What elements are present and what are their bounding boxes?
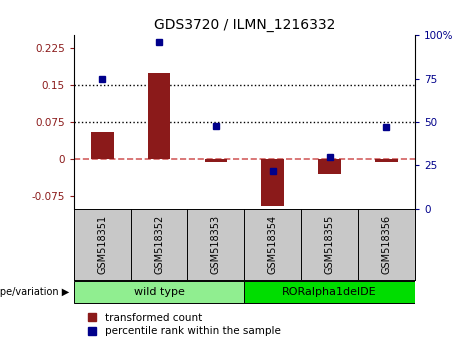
Text: GSM518354: GSM518354 xyxy=(268,215,278,274)
Text: RORalpha1delDE: RORalpha1delDE xyxy=(282,286,377,297)
Legend: transformed count, percentile rank within the sample: transformed count, percentile rank withi… xyxy=(88,313,281,336)
Bar xyxy=(148,73,171,159)
Bar xyxy=(375,159,398,162)
Text: GSM518351: GSM518351 xyxy=(97,215,107,274)
Bar xyxy=(91,132,113,159)
Bar xyxy=(261,159,284,206)
Text: genotype/variation ▶: genotype/variation ▶ xyxy=(0,287,69,297)
Bar xyxy=(244,281,415,303)
Text: wild type: wild type xyxy=(134,286,184,297)
Text: GSM518355: GSM518355 xyxy=(325,215,335,274)
Text: GSM518356: GSM518356 xyxy=(381,215,391,274)
Bar xyxy=(318,159,341,174)
Bar xyxy=(74,281,244,303)
Text: GSM518352: GSM518352 xyxy=(154,215,164,274)
Text: GSM518353: GSM518353 xyxy=(211,215,221,274)
Bar xyxy=(205,159,227,162)
Title: GDS3720 / ILMN_1216332: GDS3720 / ILMN_1216332 xyxy=(154,18,335,32)
